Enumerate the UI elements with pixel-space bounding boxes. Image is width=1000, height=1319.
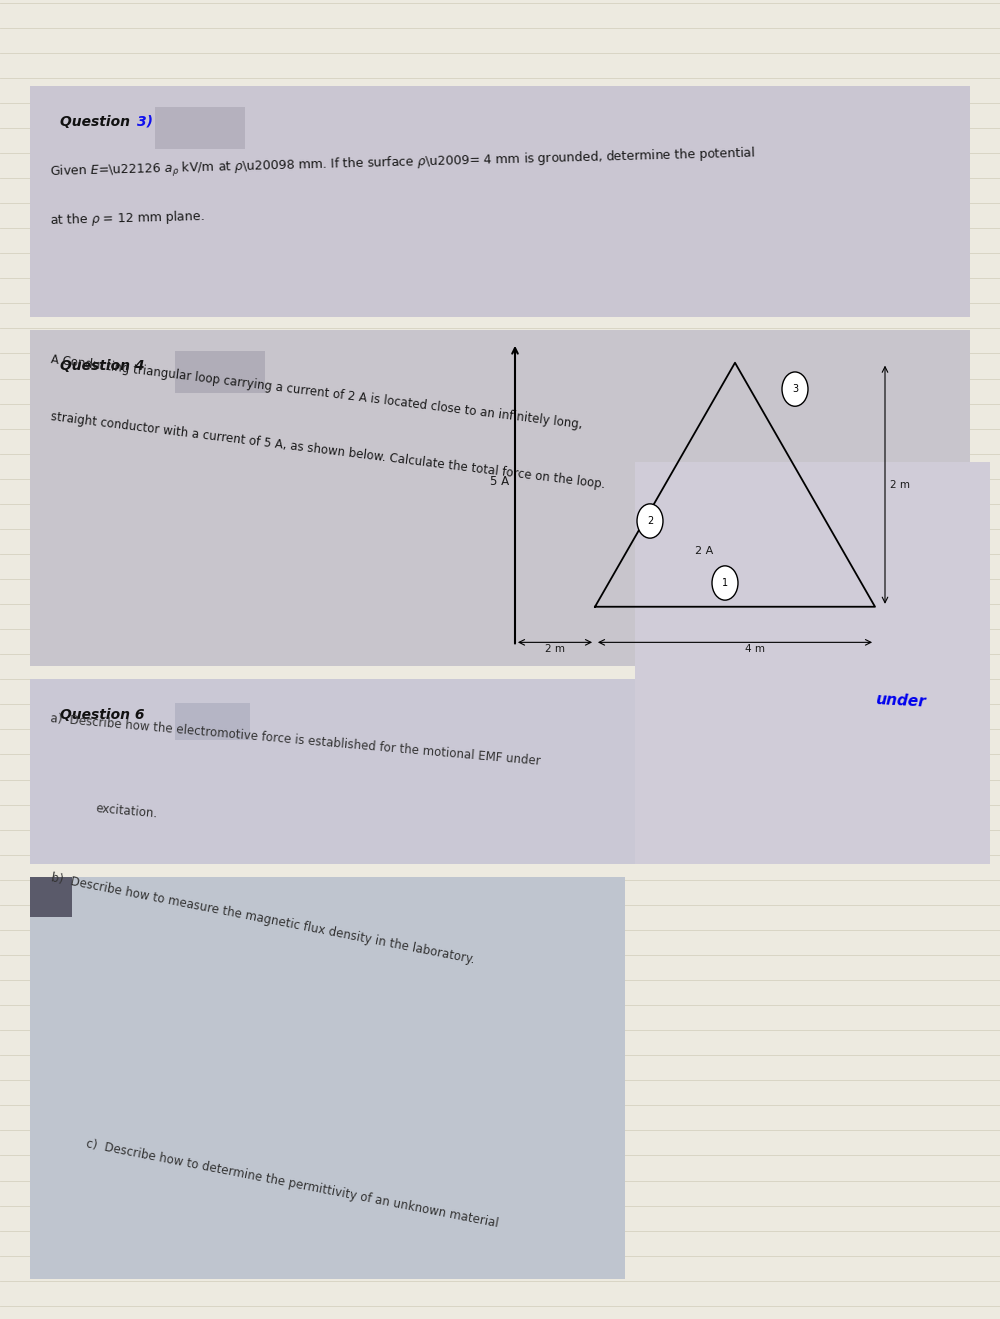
Circle shape — [712, 566, 738, 600]
Text: 2 m: 2 m — [890, 480, 910, 489]
Text: A Conducting triangular loop carrying a current of 2 A is located close to an in: A Conducting triangular loop carrying a … — [50, 353, 583, 431]
Text: Question 4: Question 4 — [60, 359, 144, 373]
Bar — [155, 107, 245, 149]
Text: under: under — [875, 692, 926, 710]
Text: 3: 3 — [792, 384, 798, 394]
Text: 3): 3) — [137, 115, 153, 129]
Text: 2 m: 2 m — [545, 644, 565, 654]
Text: at the $\rho$ = 12 mm plane.: at the $\rho$ = 12 mm plane. — [50, 208, 205, 230]
Text: 4 m: 4 m — [745, 644, 765, 654]
Text: Question 6: Question 6 — [60, 708, 144, 723]
Text: 2: 2 — [647, 516, 653, 526]
Text: excitation.: excitation. — [95, 802, 158, 820]
Text: Question: Question — [60, 115, 135, 129]
Text: Given $\mathit{E}$=\u22126 $\mathit{a}_\rho$ kV/m at $\rho$\u20098 mm. If the su: Given $\mathit{E}$=\u22126 $\mathit{a}_\… — [50, 145, 756, 182]
Text: straight conductor with a current of 5 A, as shown below. Calculate the total fo: straight conductor with a current of 5 A… — [50, 410, 606, 491]
Bar — [30, 877, 72, 917]
Text: 1: 1 — [722, 578, 728, 588]
Text: 5 A: 5 A — [490, 475, 509, 488]
Text: c)  Describe how to determine the permittivity of an unknown material: c) Describe how to determine the permitt… — [85, 1137, 500, 1229]
Text: b)  Describe how to measure the magnetic flux density in the laboratory.: b) Describe how to measure the magnetic … — [50, 871, 476, 966]
Circle shape — [637, 504, 663, 538]
Text: 2 A: 2 A — [695, 546, 713, 557]
Bar — [30, 877, 625, 1279]
Bar — [175, 703, 250, 740]
Circle shape — [782, 372, 808, 406]
Bar — [635, 462, 990, 864]
Text: a)  Describe how the electromotive force is established for the motional EMF und: a) Describe how the electromotive force … — [50, 712, 541, 768]
Bar — [175, 351, 265, 393]
Bar — [30, 330, 970, 666]
Bar — [30, 679, 970, 864]
Bar — [30, 86, 970, 317]
